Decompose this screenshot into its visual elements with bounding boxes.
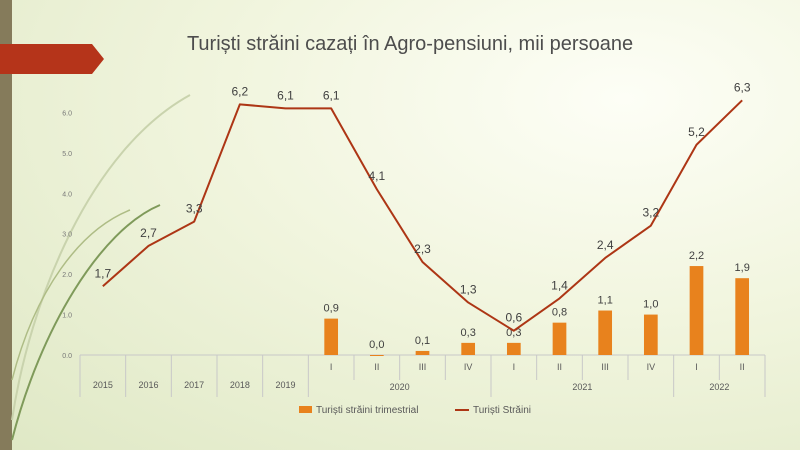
bar-data-label: 0,0 (369, 339, 384, 351)
legend-label: Turiști străini trimestrial (316, 405, 418, 416)
line-data-label: 2,3 (414, 242, 431, 256)
line-data-label: 2,7 (140, 226, 157, 240)
x-tick-label: I (513, 362, 516, 372)
x-tick-label: 2016 (138, 380, 158, 390)
line-data-label: 5,2 (688, 125, 705, 139)
line-data-label: 4,1 (368, 169, 385, 183)
bar (643, 314, 658, 355)
bar (506, 342, 521, 355)
x-group-label: 2022 (709, 382, 729, 392)
y-tick-label: 0.0 (62, 353, 72, 360)
line-series (102, 99, 743, 332)
x-tick-label: II (557, 362, 562, 372)
x-tick-label: 2017 (184, 380, 204, 390)
bar (461, 342, 476, 355)
y-tick-label: 1.0 (62, 313, 72, 320)
bar-data-label: 1,9 (735, 262, 750, 274)
x-tick-label: I (695, 362, 698, 372)
bar-data-label: 1,0 (643, 299, 658, 311)
x-tick-label: I (330, 362, 333, 372)
y-tick-label: 3.0 (62, 232, 72, 239)
bar (415, 350, 430, 355)
line-data-label: 6,3 (734, 80, 751, 94)
y-tick-label: 5.0 (62, 151, 72, 158)
bar-data-label: 1,1 (598, 295, 613, 307)
x-tick-label: III (419, 362, 427, 372)
bar-data-label: 0,1 (415, 335, 430, 347)
x-group-label: 2020 (390, 382, 410, 392)
bar-data-label: 2,2 (689, 250, 704, 262)
line-data-label: 3,3 (186, 202, 203, 216)
line-data-label: 3,2 (642, 206, 659, 220)
line-data-label: 0,6 (505, 311, 522, 325)
line-data-label: 2,4 (597, 238, 614, 252)
line-data-label: 6,1 (277, 88, 294, 102)
left-decorative-bar (0, 0, 12, 450)
x-tick-label: II (740, 362, 745, 372)
y-tick-label: 4.0 (62, 191, 72, 198)
line-data-label: 1,7 (94, 266, 111, 280)
x-tick-label: 2018 (230, 380, 250, 390)
bar (598, 310, 613, 355)
x-tick-label: 2015 (93, 380, 113, 390)
line-data-label: 6,1 (323, 88, 340, 102)
x-tick-label: IV (647, 362, 656, 372)
x-tick-label: III (601, 362, 609, 372)
legend-label: Turiști Străini (473, 405, 531, 416)
bar (735, 278, 750, 355)
bar-data-label: 0,3 (461, 327, 476, 339)
y-tick-label: 6.0 (62, 110, 72, 117)
line-data-label: 6,2 (231, 84, 248, 98)
x-tick-label: IV (464, 362, 473, 372)
line-data-label: 1,4 (551, 278, 568, 292)
bar (324, 318, 339, 355)
bar (552, 322, 567, 355)
legend-swatch-bar (299, 406, 312, 413)
chart-title: Turiști străini cazați în Agro-pensiuni,… (186, 33, 634, 55)
bar-data-label: 0,3 (506, 327, 521, 339)
line-data-label: 1,3 (460, 282, 477, 296)
bar (689, 266, 704, 355)
y-tick-label: 2.0 (62, 272, 72, 279)
x-tick-label: II (374, 362, 379, 372)
x-tick-label: 2019 (275, 380, 295, 390)
bar-data-label: 0,8 (552, 307, 567, 319)
x-group-label: 2021 (572, 382, 592, 392)
bar (369, 355, 384, 356)
bar-data-label: 0,9 (324, 303, 339, 315)
